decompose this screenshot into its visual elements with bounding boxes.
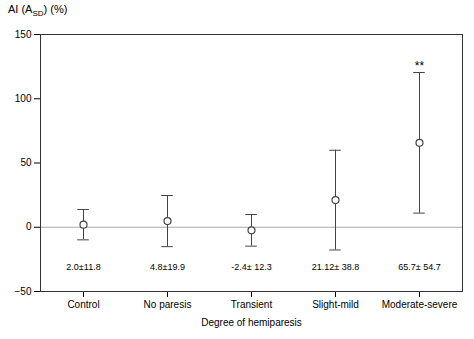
- svg-text:150: 150: [15, 29, 32, 40]
- svg-text:Degree of hemiparesis: Degree of hemiparesis: [201, 317, 302, 328]
- svg-text:No paresis: No paresis: [144, 299, 192, 310]
- svg-text:−50: −50: [15, 286, 32, 297]
- svg-text:Control: Control: [67, 299, 99, 310]
- html-text:AI (ASD) (%): AI (ASD) (%): [8, 3, 68, 19]
- svg-text:21.12± 38.8: 21.12± 38.8: [312, 262, 359, 272]
- svg-text:65.7± 54.7: 65.7± 54.7: [398, 262, 440, 272]
- svg-text:100: 100: [15, 93, 32, 104]
- svg-text:50: 50: [20, 157, 32, 168]
- svg-text:2.0±11.8: 2.0±11.8: [66, 262, 100, 272]
- svg-text:Slight-mild: Slight-mild: [312, 299, 359, 310]
- svg-text:-2.4± 12.3: -2.4± 12.3: [231, 262, 271, 272]
- svg-text:0: 0: [26, 221, 32, 232]
- svg-text:Moderate-severe: Moderate-severe: [382, 299, 458, 310]
- svg-text:4.8±19.9: 4.8±19.9: [150, 262, 185, 272]
- svg-text:**: **: [415, 59, 425, 73]
- svg-text:Transient: Transient: [231, 299, 273, 310]
